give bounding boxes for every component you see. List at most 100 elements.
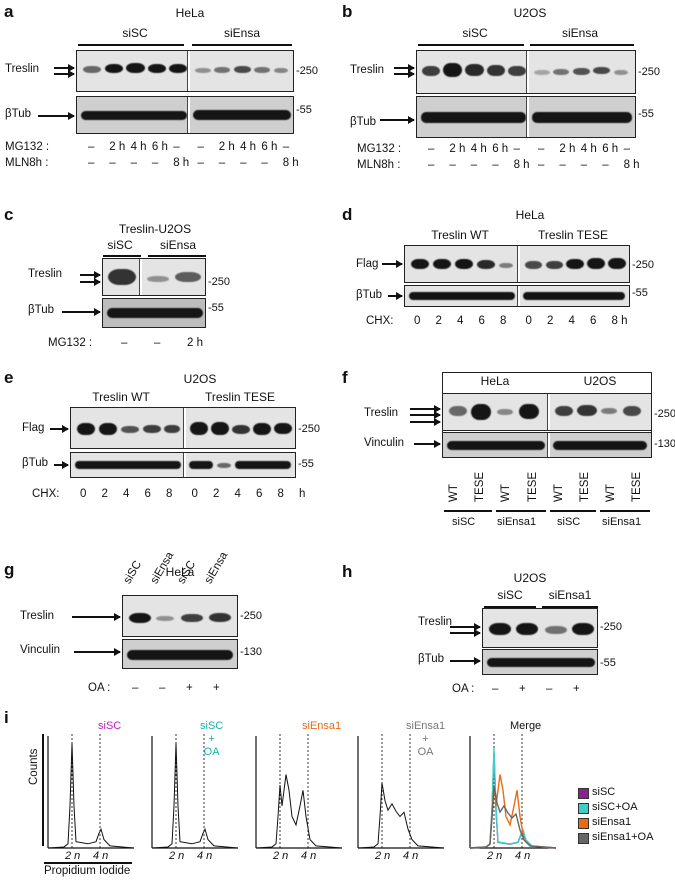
x-tick-label: 2 n [169, 850, 185, 862]
x-axis-bar [44, 862, 132, 864]
group-underline [550, 510, 596, 512]
arrow-icon [394, 70, 415, 77]
condition-label-chx: CHX: [32, 488, 60, 500]
panel-label: a [4, 2, 14, 21]
mw-marker: -250 [638, 66, 661, 78]
blot-flag [404, 245, 630, 283]
condition-value: – [240, 157, 247, 169]
cell-line-title: HeLa [515, 208, 545, 222]
condition-value: – [602, 159, 609, 171]
mw-marker: -130 [654, 438, 675, 450]
condition-value: 0 [191, 488, 198, 500]
condition-value: – [218, 157, 226, 169]
condition-value: – [121, 337, 128, 349]
blot-treslin [122, 595, 238, 637]
condition-value: 0 [80, 488, 87, 500]
x-tick-label: 2 n [487, 850, 503, 862]
arrow-icon [414, 440, 441, 447]
mw-marker: -55 [298, 458, 314, 470]
histogram-title: siEnsa1 [302, 720, 342, 732]
lane-label: TESE [631, 471, 644, 502]
condition-label-mln: MLN8h : [5, 157, 49, 169]
lane-label: WT [500, 484, 513, 502]
condition-value: – [197, 141, 204, 153]
lane-label: TESE [579, 471, 591, 502]
arrow-icon [80, 278, 101, 285]
panel-label: d [342, 205, 353, 224]
group-label-siensa: siEnsa [223, 26, 261, 40]
mw-marker: -55 [600, 657, 616, 669]
condition-value: 0 [525, 315, 532, 327]
panel-label: b [342, 2, 353, 21]
group-underline [484, 606, 536, 608]
merge-curve [469, 747, 557, 849]
condition-value: 6 [478, 315, 485, 327]
condition-value: 8 h [611, 315, 628, 327]
row-label-vinculin: Vinculin [20, 644, 61, 656]
arrow-icon [388, 292, 403, 299]
condition-label-mln: MLN8h : [357, 159, 401, 171]
blot-flag [70, 407, 296, 449]
blot-treslin [76, 50, 294, 92]
mw-marker: -250 [600, 621, 623, 633]
row-label-btub: βTub [28, 304, 55, 316]
condition-label-oa: OA : [452, 683, 475, 695]
merge-curve [469, 785, 557, 849]
cell-line-title: Treslin-U2OS [118, 222, 192, 236]
group-label-wt: Treslin WT [92, 390, 150, 404]
legend-swatch [578, 833, 589, 844]
row-label-btub: βTub [350, 116, 377, 128]
group-label-tese: Treslin TESE [537, 228, 609, 242]
condition-value: 6 h [151, 141, 168, 153]
condition-label-oa: OA : [88, 682, 111, 694]
arrow-icon [54, 64, 75, 71]
group-label-wt: Treslin WT [431, 228, 489, 242]
arrow-icon [450, 629, 481, 636]
mw-marker: -250 [298, 423, 321, 435]
cell-line-title: HeLa [175, 6, 205, 20]
condition-value: 4 h [580, 143, 597, 155]
condition-value: – [546, 683, 553, 695]
x-tick-label: 4 n [403, 850, 419, 862]
condition-value: 6 [590, 315, 597, 327]
histogram-title: siSC [98, 720, 122, 732]
condition-value: + [213, 682, 220, 694]
condition-value: h [299, 488, 306, 500]
blot-treslin [416, 50, 636, 94]
arrow-icon [72, 613, 121, 620]
condition-value: – [559, 159, 566, 171]
group-label-siensa: siEnsa [159, 238, 197, 252]
condition-value: 4 [123, 488, 130, 500]
condition-value: 2 [101, 488, 108, 500]
condition-value: 4 h [240, 141, 257, 153]
arrow-icon [450, 623, 481, 630]
lane-label: WT [552, 484, 565, 502]
condition-value: + [186, 682, 193, 694]
merge-curve [469, 752, 557, 849]
blot-vinculin [122, 639, 238, 669]
legend-label: siSC [592, 786, 616, 798]
legend-label: siSC+OA [592, 801, 638, 813]
lane-label: TESE [526, 471, 539, 502]
group-underline [444, 510, 492, 512]
condition-value: – [88, 157, 95, 169]
group-label: siSC [452, 516, 476, 528]
histogram-curve [151, 742, 239, 849]
group-underline [530, 44, 634, 46]
condition-value: 4 h [470, 143, 487, 155]
legend-label: siEnsa1+OA [592, 831, 654, 843]
arrow-icon [382, 260, 403, 267]
row-label-treslin: Treslin [418, 616, 453, 628]
cell-line-title: U2OS [513, 6, 547, 20]
legend-swatch [578, 788, 589, 799]
condition-value: – [154, 337, 161, 349]
condition-value: – [470, 159, 478, 171]
histogram-title: siSC + OA [200, 720, 224, 758]
mw-marker: -250 [296, 65, 319, 77]
condition-value: – [159, 682, 166, 694]
x-tick-label: 2 n [273, 850, 289, 862]
condition-value: – [492, 159, 499, 171]
group-underline [103, 255, 141, 257]
condition-value: – [623, 143, 630, 155]
group-label-sisc: siSC [497, 588, 523, 602]
